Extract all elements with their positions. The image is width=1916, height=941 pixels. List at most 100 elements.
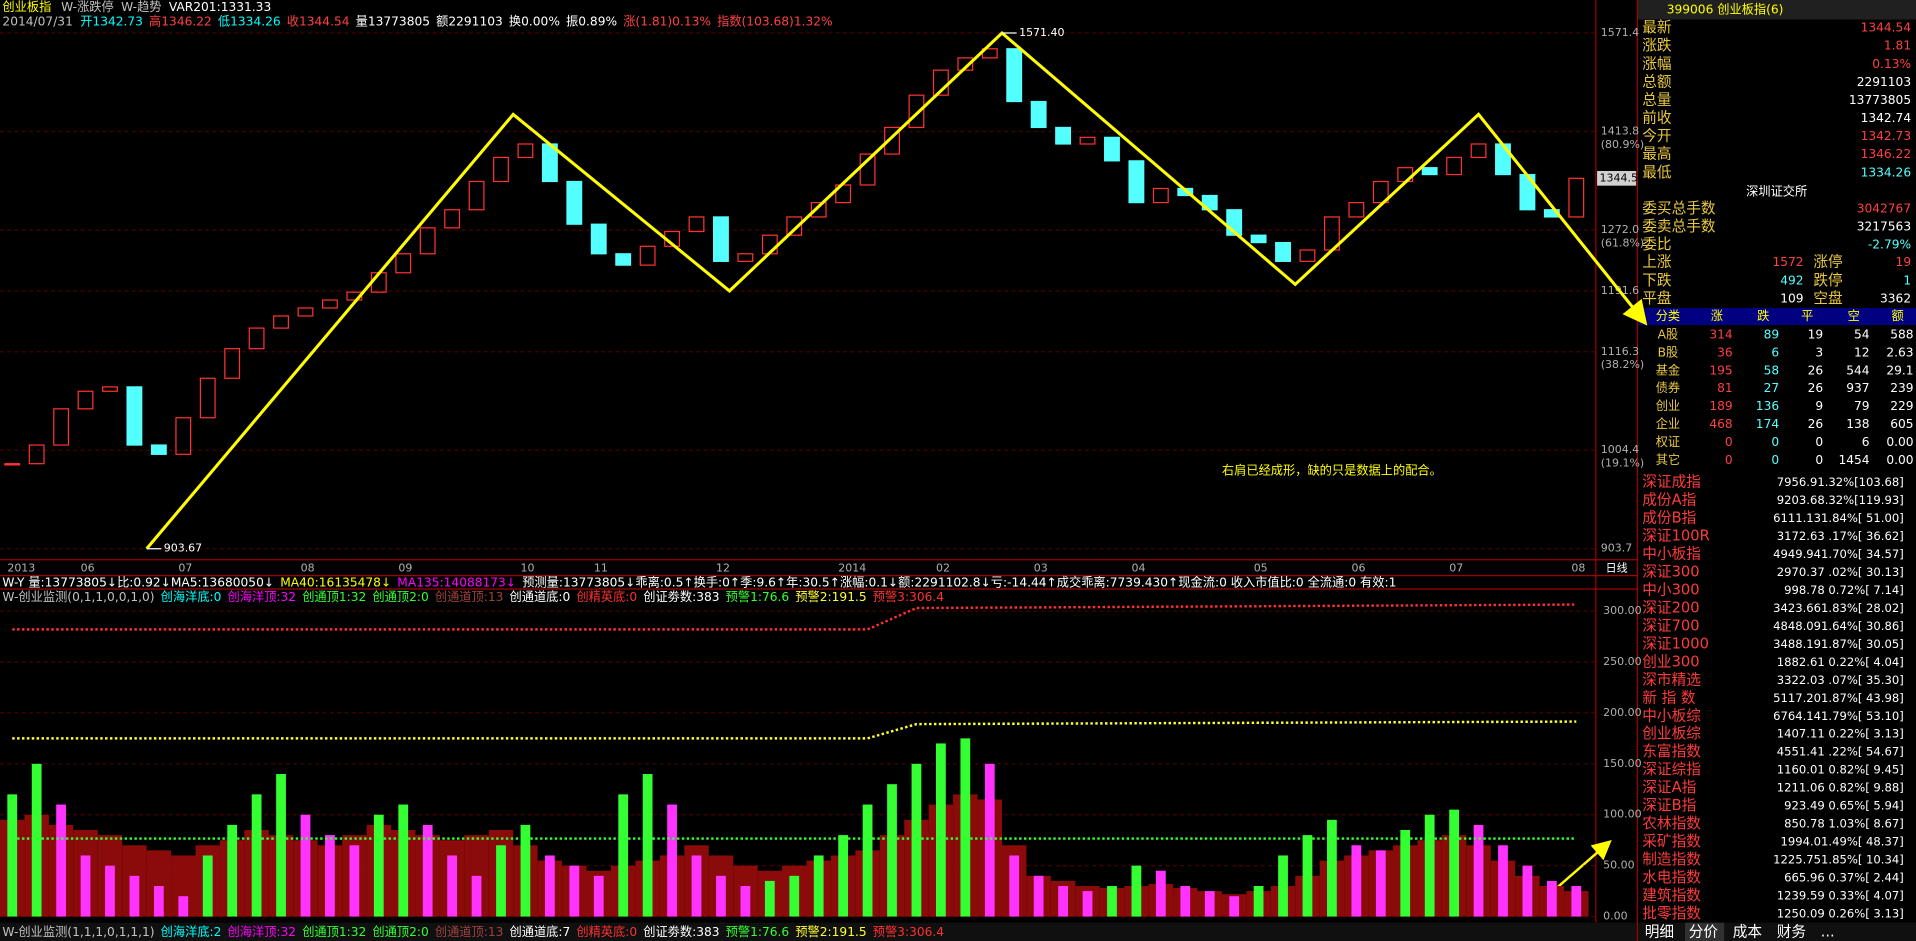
index-name[interactable]: 新 指 数 [1642, 689, 1696, 706]
annotation: 1571.40 [1019, 26, 1064, 39]
candle [493, 156, 509, 183]
signal-bar [1033, 875, 1044, 917]
status-bar [0, 922, 1916, 941]
breadth-label: 涨停 [1813, 254, 1842, 271]
quote-item: 开1342.73 [80, 14, 143, 28]
title: 创业板指 [2, 0, 51, 14]
index-name[interactable]: 深市精选 [1642, 671, 1701, 688]
index-name[interactable]: 成份A指 [1642, 492, 1696, 509]
quote-item: 量13773805 [356, 14, 430, 28]
signal-bar [105, 865, 115, 917]
quote-item: 收1344.54 [287, 14, 350, 28]
candle [102, 386, 118, 392]
table-cell: 937 [1846, 381, 1869, 395]
index-name[interactable]: 深证700 [1642, 617, 1699, 634]
candle [884, 126, 900, 155]
index-name[interactable]: 采矿指数 [1642, 833, 1701, 850]
bottom-tab[interactable]: 明细 [1645, 923, 1674, 940]
index-name[interactable]: 水电指数 [1642, 869, 1701, 886]
index-value: 998.78 0.72%[ 7.14] [1784, 583, 1904, 597]
signal-bar [984, 763, 995, 917]
table-cell: 19 [1808, 327, 1824, 341]
y-tick-label: 903.7 [1601, 542, 1632, 555]
signal-bar [593, 875, 604, 917]
index-name[interactable]: 深证A指 [1642, 779, 1696, 796]
candle [150, 444, 167, 455]
fib-label: (61.8%) [1601, 236, 1644, 249]
index-name[interactable]: 创业300 [1642, 653, 1699, 670]
order-value: 3217563 [1857, 220, 1911, 234]
quote-title-bar [1637, 0, 1916, 20]
candle [688, 216, 705, 233]
index-value: 3423.661.83%[ 28.02] [1773, 601, 1904, 615]
y-tick-label: 1116.3 [1601, 345, 1639, 358]
index-name[interactable]: 农林指数 [1642, 815, 1701, 832]
table-cell: 36 [1717, 345, 1733, 359]
table-cell: A股 [1658, 327, 1679, 341]
candle [126, 386, 143, 446]
signal-bar [1375, 850, 1386, 917]
index-name[interactable]: 中小板指 [1642, 545, 1701, 563]
index-name[interactable]: 中小板综 [1642, 706, 1701, 724]
index-name[interactable]: 成份B指 [1642, 510, 1696, 527]
index-name[interactable]: 东富指数 [1642, 742, 1701, 760]
bottom-tab[interactable]: 成本 [1733, 923, 1763, 940]
order-label: 委卖总手数 [1642, 218, 1716, 235]
quote-value: 13773805 [1849, 93, 1911, 107]
index-name[interactable]: 深证B指 [1642, 797, 1696, 814]
index-name[interactable]: 深证1000 [1642, 635, 1709, 652]
signal-bar [325, 835, 335, 917]
y-tick-label: 1272.0 [1601, 223, 1639, 236]
signal-bar [227, 824, 238, 917]
signal-bar [1155, 870, 1166, 917]
monitor-item: W-创业监测(1,1,1,0,1,1,1) [2, 925, 154, 939]
candle [1421, 167, 1438, 176]
bottom-tab[interactable]: 分价 [1689, 923, 1719, 940]
tab-active [1685, 922, 1725, 941]
table-cell: 0.00 [1886, 453, 1913, 467]
index-name[interactable]: 深证200 [1642, 599, 1699, 616]
index-name[interactable]: 制造指数 [1642, 851, 1701, 868]
signal-bar [618, 794, 629, 917]
candle [1470, 143, 1487, 159]
table-cell: 27 [1764, 381, 1780, 395]
candle [1372, 180, 1389, 204]
bottom-tab[interactable]: 财务 [1777, 923, 1807, 940]
monitor-item: 预警1:76.6 [726, 589, 790, 604]
note: 右肩已经成形，缺的只是数据上的配合。 [1222, 463, 1442, 478]
index-name[interactable]: 深证300 [1642, 564, 1699, 581]
index-name[interactable]: 深证成指 [1642, 474, 1701, 491]
candle [590, 223, 607, 255]
table-cell: 229 [1890, 399, 1913, 413]
quote-value: 1342.73 [1861, 129, 1912, 143]
signal-bar [740, 886, 751, 917]
index-name[interactable]: 中小300 [1642, 582, 1699, 599]
signal-bar [789, 875, 800, 917]
signal-bar [276, 774, 286, 917]
table-cell: 588 [1890, 327, 1913, 341]
index-value: 1211.06 0.82%[ 9.88] [1777, 781, 1904, 795]
index-name[interactable]: 深证综指 [1642, 761, 1701, 778]
index-name[interactable]: 建筑指数 [1642, 887, 1701, 904]
index-value: 1994.01.49%[ 48.37] [1780, 835, 1903, 849]
index-value: 850.78 1.03%[ 8.67] [1784, 817, 1904, 831]
quote-label: 总量 [1642, 91, 1671, 108]
quote-label: 最高 [1642, 146, 1671, 163]
candle [395, 253, 412, 274]
tab[interactable]: W-涨跌停 [61, 0, 114, 14]
candle [1152, 187, 1169, 204]
bottom-tab[interactable]: ... [1821, 923, 1835, 940]
quote-item: 指数(103.68)1.32% [717, 13, 833, 28]
table-cell: 基金 [1656, 362, 1680, 377]
index-name[interactable]: 批零指数 [1642, 905, 1701, 922]
tab[interactable]: W-趋势 [121, 0, 161, 14]
signal-bar [520, 824, 531, 917]
index-name[interactable]: 深证100R [1642, 528, 1709, 545]
monitor-item: 创通道顶:13 [435, 590, 504, 604]
signal-bar [1204, 891, 1215, 917]
signal-bar [1327, 819, 1337, 917]
index-name[interactable]: 创业板综 [1642, 724, 1701, 742]
table-cell: 2.63 [1886, 345, 1913, 359]
candle [321, 299, 338, 309]
